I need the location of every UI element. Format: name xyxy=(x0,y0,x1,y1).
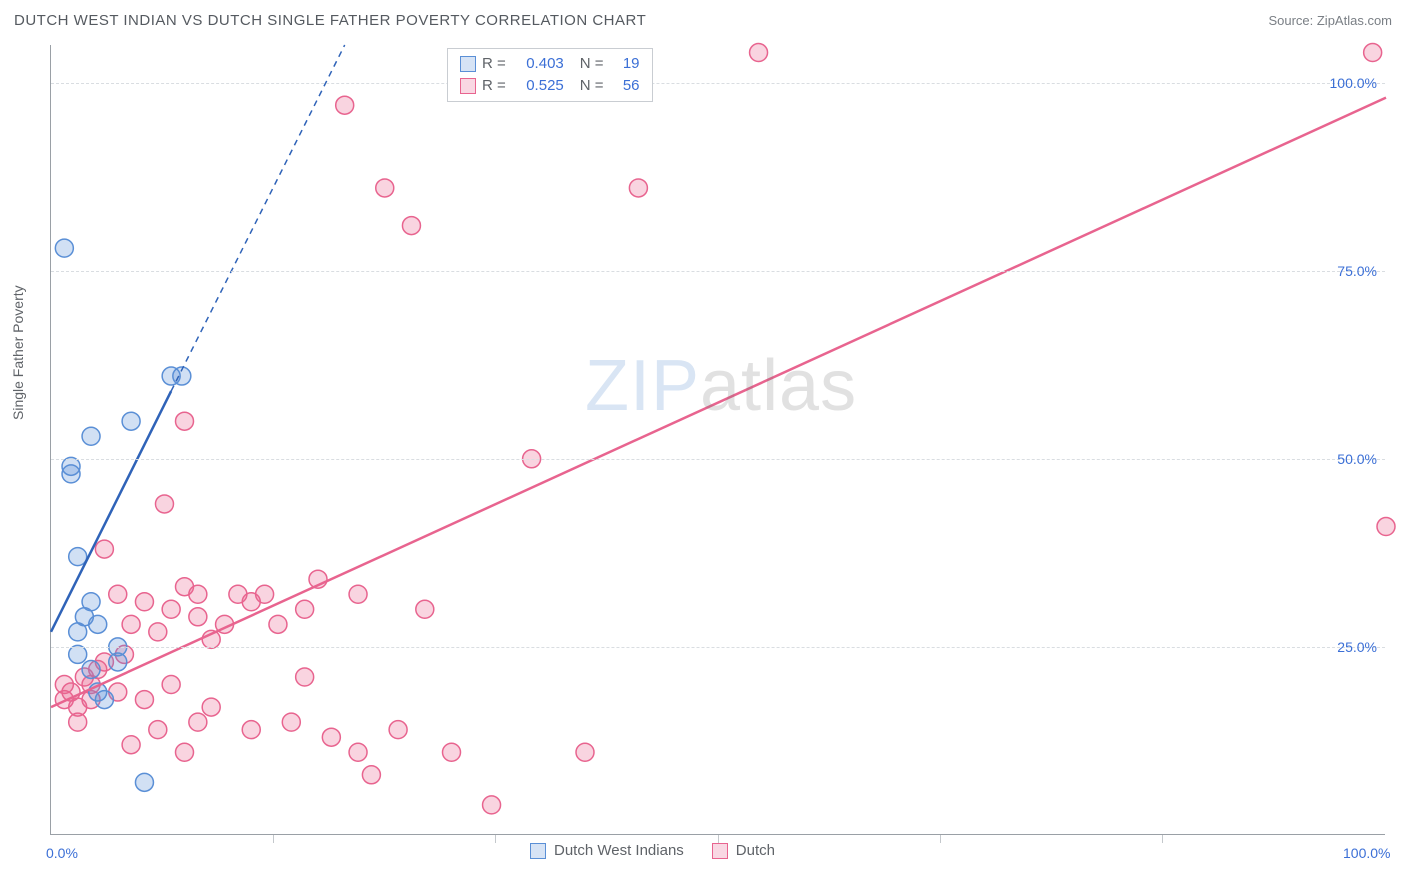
data-point xyxy=(55,239,73,257)
data-point xyxy=(189,713,207,731)
chart-header: DUTCH WEST INDIAN VS DUTCH SINGLE FATHER… xyxy=(14,12,1392,29)
data-point xyxy=(282,713,300,731)
y-tick-label: 50.0% xyxy=(1337,451,1377,467)
data-point xyxy=(443,743,461,761)
data-point xyxy=(82,593,100,611)
legend-item: Dutch xyxy=(712,842,775,859)
legend-n-value: 19 xyxy=(610,53,640,75)
data-point xyxy=(176,412,194,430)
data-point xyxy=(135,773,153,791)
x-tick-mark xyxy=(718,835,719,843)
data-point xyxy=(122,615,140,633)
legend-n-label: N = xyxy=(580,53,604,75)
data-point xyxy=(322,728,340,746)
legend-n-value: 56 xyxy=(610,75,640,97)
data-point xyxy=(69,713,87,731)
trend-line xyxy=(51,98,1386,707)
data-point xyxy=(1364,44,1382,62)
data-point xyxy=(1377,518,1395,536)
x-tick-mark xyxy=(1162,835,1163,843)
data-point xyxy=(629,179,647,197)
series-legend: Dutch West Indians Dutch xyxy=(530,842,775,859)
data-point xyxy=(416,600,434,618)
data-point xyxy=(69,645,87,663)
data-point xyxy=(109,585,127,603)
x-tick-mark xyxy=(495,835,496,843)
data-point xyxy=(62,465,80,483)
data-point xyxy=(389,721,407,739)
data-point xyxy=(376,179,394,197)
data-point xyxy=(176,743,194,761)
data-point xyxy=(750,44,768,62)
data-point xyxy=(189,608,207,626)
data-point xyxy=(256,585,274,603)
data-point xyxy=(242,721,260,739)
gridline xyxy=(51,271,1385,272)
data-point xyxy=(576,743,594,761)
data-point xyxy=(149,721,167,739)
data-point xyxy=(95,691,113,709)
gridline xyxy=(51,647,1385,648)
source-label: Source: ZipAtlas.com xyxy=(1268,13,1392,28)
data-point xyxy=(296,668,314,686)
data-point xyxy=(336,96,354,114)
gridline xyxy=(51,83,1385,84)
data-point xyxy=(349,743,367,761)
data-point xyxy=(122,736,140,754)
y-tick-label: 75.0% xyxy=(1337,263,1377,279)
legend-n-label: N = xyxy=(580,75,604,97)
legend-series-name: Dutch xyxy=(736,842,775,859)
data-point xyxy=(362,766,380,784)
data-point xyxy=(296,600,314,618)
y-tick-label: 100.0% xyxy=(1330,75,1377,91)
gridline xyxy=(51,459,1385,460)
legend-r-label: R = xyxy=(482,75,506,97)
plot-area: 25.0% 50.0% 75.0% 100.0% xyxy=(50,45,1385,835)
legend-r-value: 0.403 xyxy=(512,53,564,75)
chart-title: DUTCH WEST INDIAN VS DUTCH SINGLE FATHER… xyxy=(14,12,646,29)
data-point xyxy=(89,615,107,633)
data-point xyxy=(202,698,220,716)
legend-r-label: R = xyxy=(482,53,506,75)
legend-swatch xyxy=(460,56,476,72)
x-tick-mark xyxy=(940,835,941,843)
data-point xyxy=(135,691,153,709)
data-point xyxy=(189,585,207,603)
data-point xyxy=(122,412,140,430)
data-point xyxy=(82,427,100,445)
data-point xyxy=(149,623,167,641)
legend-swatch xyxy=(530,843,546,859)
legend-series-name: Dutch West Indians xyxy=(554,842,684,859)
legend-item: Dutch West Indians xyxy=(530,842,684,859)
x-tick-label: 0.0% xyxy=(46,845,78,861)
data-point xyxy=(69,548,87,566)
data-point xyxy=(82,660,100,678)
scatter-svg xyxy=(51,45,1385,834)
data-point xyxy=(349,585,367,603)
correlation-legend: R = 0.403 N = 19 R = 0.525 N = 56 xyxy=(447,48,653,102)
y-tick-label: 25.0% xyxy=(1337,639,1377,655)
y-axis-label: Single Father Poverty xyxy=(10,285,26,420)
x-tick-mark xyxy=(273,835,274,843)
legend-row: R = 0.403 N = 19 xyxy=(460,53,640,75)
data-point xyxy=(155,495,173,513)
data-point xyxy=(162,676,180,694)
data-point xyxy=(162,600,180,618)
data-point xyxy=(483,796,501,814)
legend-row: R = 0.525 N = 56 xyxy=(460,75,640,97)
data-point xyxy=(402,217,420,235)
data-point xyxy=(135,593,153,611)
data-point xyxy=(269,615,287,633)
legend-swatch xyxy=(460,78,476,94)
x-tick-label: 100.0% xyxy=(1343,845,1390,861)
trend-line-dashed xyxy=(171,45,345,391)
legend-r-value: 0.525 xyxy=(512,75,564,97)
legend-swatch xyxy=(712,843,728,859)
data-point xyxy=(95,540,113,558)
